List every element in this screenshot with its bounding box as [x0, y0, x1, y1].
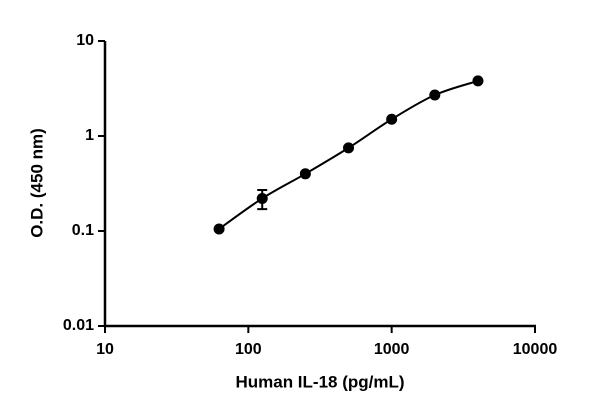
- y-tick-label: 0.01: [63, 317, 94, 334]
- x-tick-label: 100: [235, 341, 262, 358]
- y-axis-title: O.D. (450 nm): [27, 128, 46, 238]
- data-point: [256, 192, 268, 204]
- data-point: [429, 89, 441, 101]
- data-point: [343, 142, 355, 154]
- y-tick-label: 1: [85, 127, 94, 144]
- data-point: [472, 75, 484, 87]
- data-point: [299, 168, 311, 180]
- y-tick-label: 10: [76, 32, 94, 49]
- x-tick-label: 1000: [374, 341, 410, 358]
- x-tick-label: 10000: [513, 341, 558, 358]
- fit-curve: [218, 79, 479, 230]
- x-tick-label: 10: [96, 341, 114, 358]
- y-tick-label: 0.1: [72, 222, 94, 239]
- data-point: [213, 223, 225, 235]
- data-point: [386, 113, 398, 125]
- x-axis-title: Human IL-18 (pg/mL): [235, 372, 404, 391]
